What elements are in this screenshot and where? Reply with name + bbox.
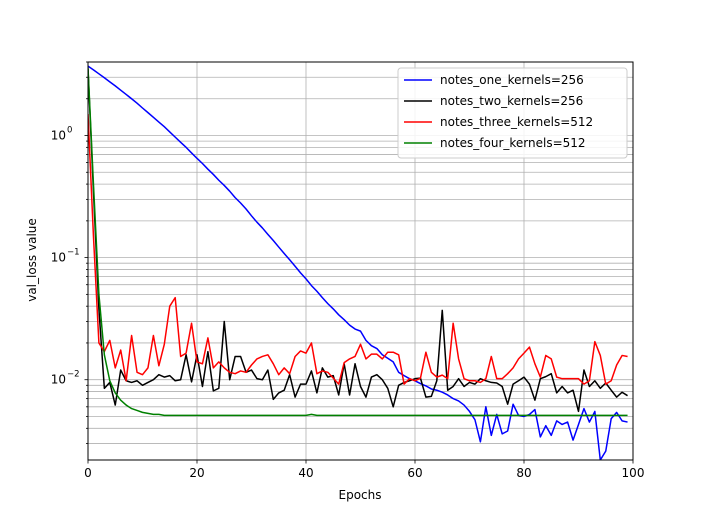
y-tick-label: 10	[51, 373, 66, 387]
series-line-2	[88, 69, 628, 413]
plot-frame	[87, 61, 634, 461]
y-axis-label: val_loss value	[25, 218, 39, 302]
legend-entry: notes_four_kernels=512	[440, 136, 586, 150]
x-tick-label: 80	[516, 466, 531, 480]
x-axis-label: Epochs	[339, 488, 382, 502]
legend-entry: notes_one_kernels=256	[440, 73, 584, 87]
series-lines	[88, 65, 628, 460]
x-tick-label: 60	[407, 466, 422, 480]
legend: notes_one_kernels=256 notes_two_kernels=2…	[397, 67, 628, 159]
series-line-4	[88, 67, 628, 417]
y-tick-exponent: −2	[67, 370, 80, 380]
x-tick-label: 20	[189, 466, 204, 480]
x-tick-label: 40	[298, 466, 313, 480]
x-tick-label: 0	[84, 466, 92, 480]
series-line-3	[88, 113, 628, 385]
series-line-1	[88, 65, 628, 460]
y-tick-exponent: −1	[67, 248, 80, 258]
y-tick-label: 10	[51, 251, 66, 265]
legend-box	[397, 67, 628, 159]
y-tick-exponent: 0	[67, 126, 72, 136]
x-axis-ticks: 0 20 40 60 80 100	[84, 460, 644, 480]
x-tick-label: 100	[622, 466, 645, 480]
y-tick-label: 10	[51, 129, 66, 143]
legend-entry: notes_three_kernels=512	[440, 115, 593, 129]
legend-entry: notes_two_kernels=256	[440, 94, 583, 108]
